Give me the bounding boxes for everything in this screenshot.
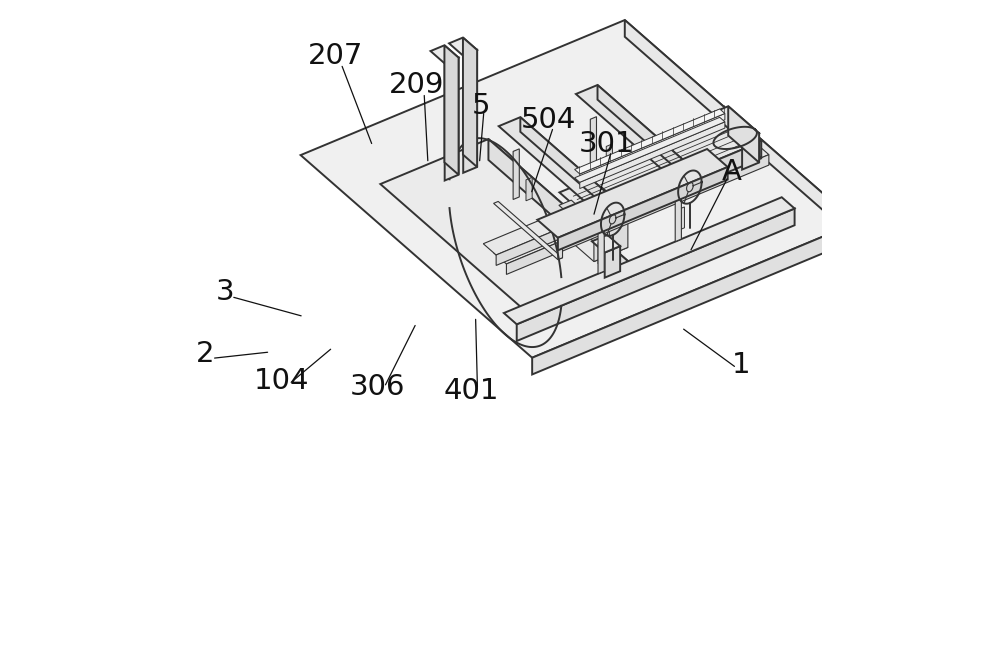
Text: 504: 504 xyxy=(521,107,576,134)
Polygon shape xyxy=(431,45,459,63)
Polygon shape xyxy=(496,145,759,266)
Text: 2: 2 xyxy=(196,340,215,368)
Polygon shape xyxy=(590,187,612,202)
Polygon shape xyxy=(532,223,856,375)
Polygon shape xyxy=(449,37,477,56)
Polygon shape xyxy=(559,119,761,215)
Polygon shape xyxy=(711,106,759,140)
Polygon shape xyxy=(558,167,728,250)
Polygon shape xyxy=(463,50,477,173)
Polygon shape xyxy=(602,207,623,231)
Polygon shape xyxy=(526,177,532,201)
Polygon shape xyxy=(580,114,725,180)
Polygon shape xyxy=(463,37,477,167)
Polygon shape xyxy=(592,235,620,253)
Polygon shape xyxy=(735,119,761,158)
Polygon shape xyxy=(504,197,795,324)
Text: 306: 306 xyxy=(350,373,406,401)
Polygon shape xyxy=(559,200,582,214)
Polygon shape xyxy=(517,209,795,341)
Polygon shape xyxy=(598,240,604,264)
Text: 401: 401 xyxy=(443,377,499,404)
Text: 104: 104 xyxy=(254,367,309,395)
Polygon shape xyxy=(575,109,725,174)
Polygon shape xyxy=(742,133,759,170)
Polygon shape xyxy=(499,117,623,216)
Polygon shape xyxy=(520,117,623,222)
Polygon shape xyxy=(573,236,612,262)
Text: 207: 207 xyxy=(308,42,364,70)
Polygon shape xyxy=(585,141,761,232)
Polygon shape xyxy=(569,209,582,231)
Polygon shape xyxy=(590,117,596,167)
Polygon shape xyxy=(728,106,759,163)
Text: 1: 1 xyxy=(732,351,751,379)
Polygon shape xyxy=(598,223,604,274)
Polygon shape xyxy=(488,139,630,284)
Polygon shape xyxy=(445,57,459,180)
Polygon shape xyxy=(606,144,612,167)
Text: 5: 5 xyxy=(471,92,490,120)
Polygon shape xyxy=(558,245,563,260)
Polygon shape xyxy=(494,143,769,264)
Polygon shape xyxy=(575,118,725,182)
Text: 3: 3 xyxy=(215,278,234,306)
Polygon shape xyxy=(506,154,769,275)
Text: 209: 209 xyxy=(389,71,444,99)
Polygon shape xyxy=(609,218,628,255)
Polygon shape xyxy=(598,85,700,190)
Polygon shape xyxy=(679,175,700,199)
Polygon shape xyxy=(576,85,700,184)
Polygon shape xyxy=(522,263,630,329)
Polygon shape xyxy=(513,149,519,200)
Text: A: A xyxy=(722,158,741,186)
Polygon shape xyxy=(537,149,728,238)
Polygon shape xyxy=(594,225,612,262)
Polygon shape xyxy=(444,45,459,174)
Polygon shape xyxy=(580,122,725,189)
Polygon shape xyxy=(600,196,612,218)
Polygon shape xyxy=(675,191,681,242)
Polygon shape xyxy=(494,202,563,260)
Polygon shape xyxy=(625,20,856,240)
Polygon shape xyxy=(483,134,759,255)
Polygon shape xyxy=(301,20,856,358)
Polygon shape xyxy=(589,229,628,255)
Polygon shape xyxy=(380,139,630,308)
Polygon shape xyxy=(678,207,684,231)
Polygon shape xyxy=(605,246,620,278)
Text: 301: 301 xyxy=(578,130,634,158)
